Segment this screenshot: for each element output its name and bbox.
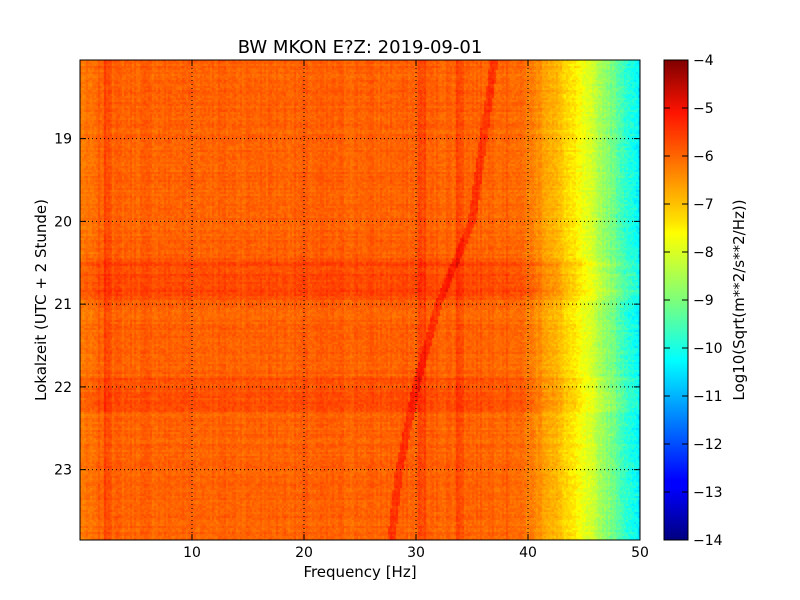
y-tick-label: 22 [54,380,72,396]
x-tick-label: 40 [519,545,537,561]
colorbar-tick-label: −9 [693,293,714,309]
x-tick-label: 10 [183,545,201,561]
y-axis-label: Lokalzeit (UTC + 2 Stunde) [32,199,50,401]
colorbar-ticks: −4 −5 −6 −7 −8 −9 −10 −11 −12 −13 −14 [664,53,723,549]
colorbar-label: Log10(Sqrt(m**2/s**2/Hz)) [730,199,748,400]
x-axis-label: Frequency [Hz] [303,563,416,581]
plot-frame [79,59,641,541]
chart-title: BW MKON E?Z: 2019-09-01 [238,37,483,58]
colorbar-tick-label: −13 [693,485,723,501]
colorbar-tick-label: −12 [693,437,723,453]
y-tick-label: 21 [54,297,72,313]
x-axis: 10 20 30 40 50 [183,60,649,561]
colorbar-tick-label: −5 [693,101,714,117]
spectrogram-heatmap [80,60,640,540]
colorbar-tick-label: −4 [693,53,714,69]
colorbar-tick-label: −14 [693,533,723,549]
colorbar-tick-label: −8 [693,245,714,261]
y-axis: 19 20 21 22 23 [54,132,640,479]
y-tick-label: 23 [54,463,72,479]
spectrogram-plot [79,59,641,541]
y-tick-label: 20 [54,214,72,230]
colorbar-tick-label: −7 [693,197,714,213]
x-tick-label: 50 [631,545,649,561]
colorbar-tick-label: −10 [693,341,723,357]
colorbar-tick-label: −11 [693,389,723,405]
x-tick-label: 20 [295,545,313,561]
colorbar: −4 −5 −6 −7 −8 −9 −10 −11 −12 −13 −14 Log10(Sqrt(m… [663,53,748,549]
y-tick-label: 19 [54,132,72,148]
grid-lines [80,60,640,540]
x-tick-label: 30 [407,545,425,561]
colorbar-tick-label: −6 [693,149,714,165]
